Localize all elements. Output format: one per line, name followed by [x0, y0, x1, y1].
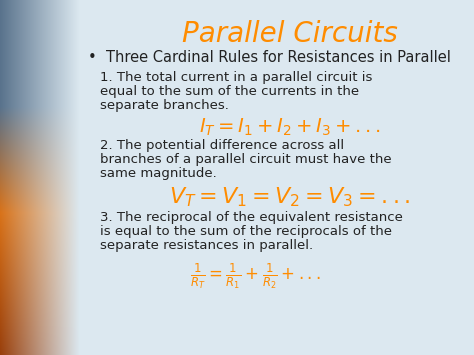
Text: $\frac{1}{R_T} = \frac{1}{R_1} + \frac{1}{R_2} + ...$: $\frac{1}{R_T} = \frac{1}{R_1} + \frac{1… [190, 261, 320, 290]
Text: equal to the sum of the currents in the: equal to the sum of the currents in the [100, 85, 359, 98]
Text: 1. The total current in a parallel circuit is: 1. The total current in a parallel circu… [100, 71, 373, 84]
Text: same magnitude.: same magnitude. [100, 167, 217, 180]
Text: $I_T = I_1 + I_2 + I_3 + ...$: $I_T = I_1 + I_2 + I_3 + ...$ [199, 117, 381, 138]
Text: Parallel Circuits: Parallel Circuits [182, 20, 398, 48]
Text: 3. The reciprocal of the equivalent resistance: 3. The reciprocal of the equivalent resi… [100, 211, 403, 224]
Text: is equal to the sum of the reciprocals of the: is equal to the sum of the reciprocals o… [100, 225, 392, 238]
Text: separate branches.: separate branches. [100, 99, 229, 112]
Text: separate resistances in parallel.: separate resistances in parallel. [100, 239, 313, 252]
Text: 2. The potential difference across all: 2. The potential difference across all [100, 139, 344, 152]
Bar [75, 0, 474, 355]
Text: branches of a parallel circuit must have the: branches of a parallel circuit must have… [100, 153, 392, 166]
Text: $V_T = V_1 = V_2 = V_3 = ...$: $V_T = V_1 = V_2 = V_3 = ...$ [169, 185, 410, 209]
Text: •  Three Cardinal Rules for Resistances in Parallel: • Three Cardinal Rules for Resistances i… [88, 50, 451, 65]
